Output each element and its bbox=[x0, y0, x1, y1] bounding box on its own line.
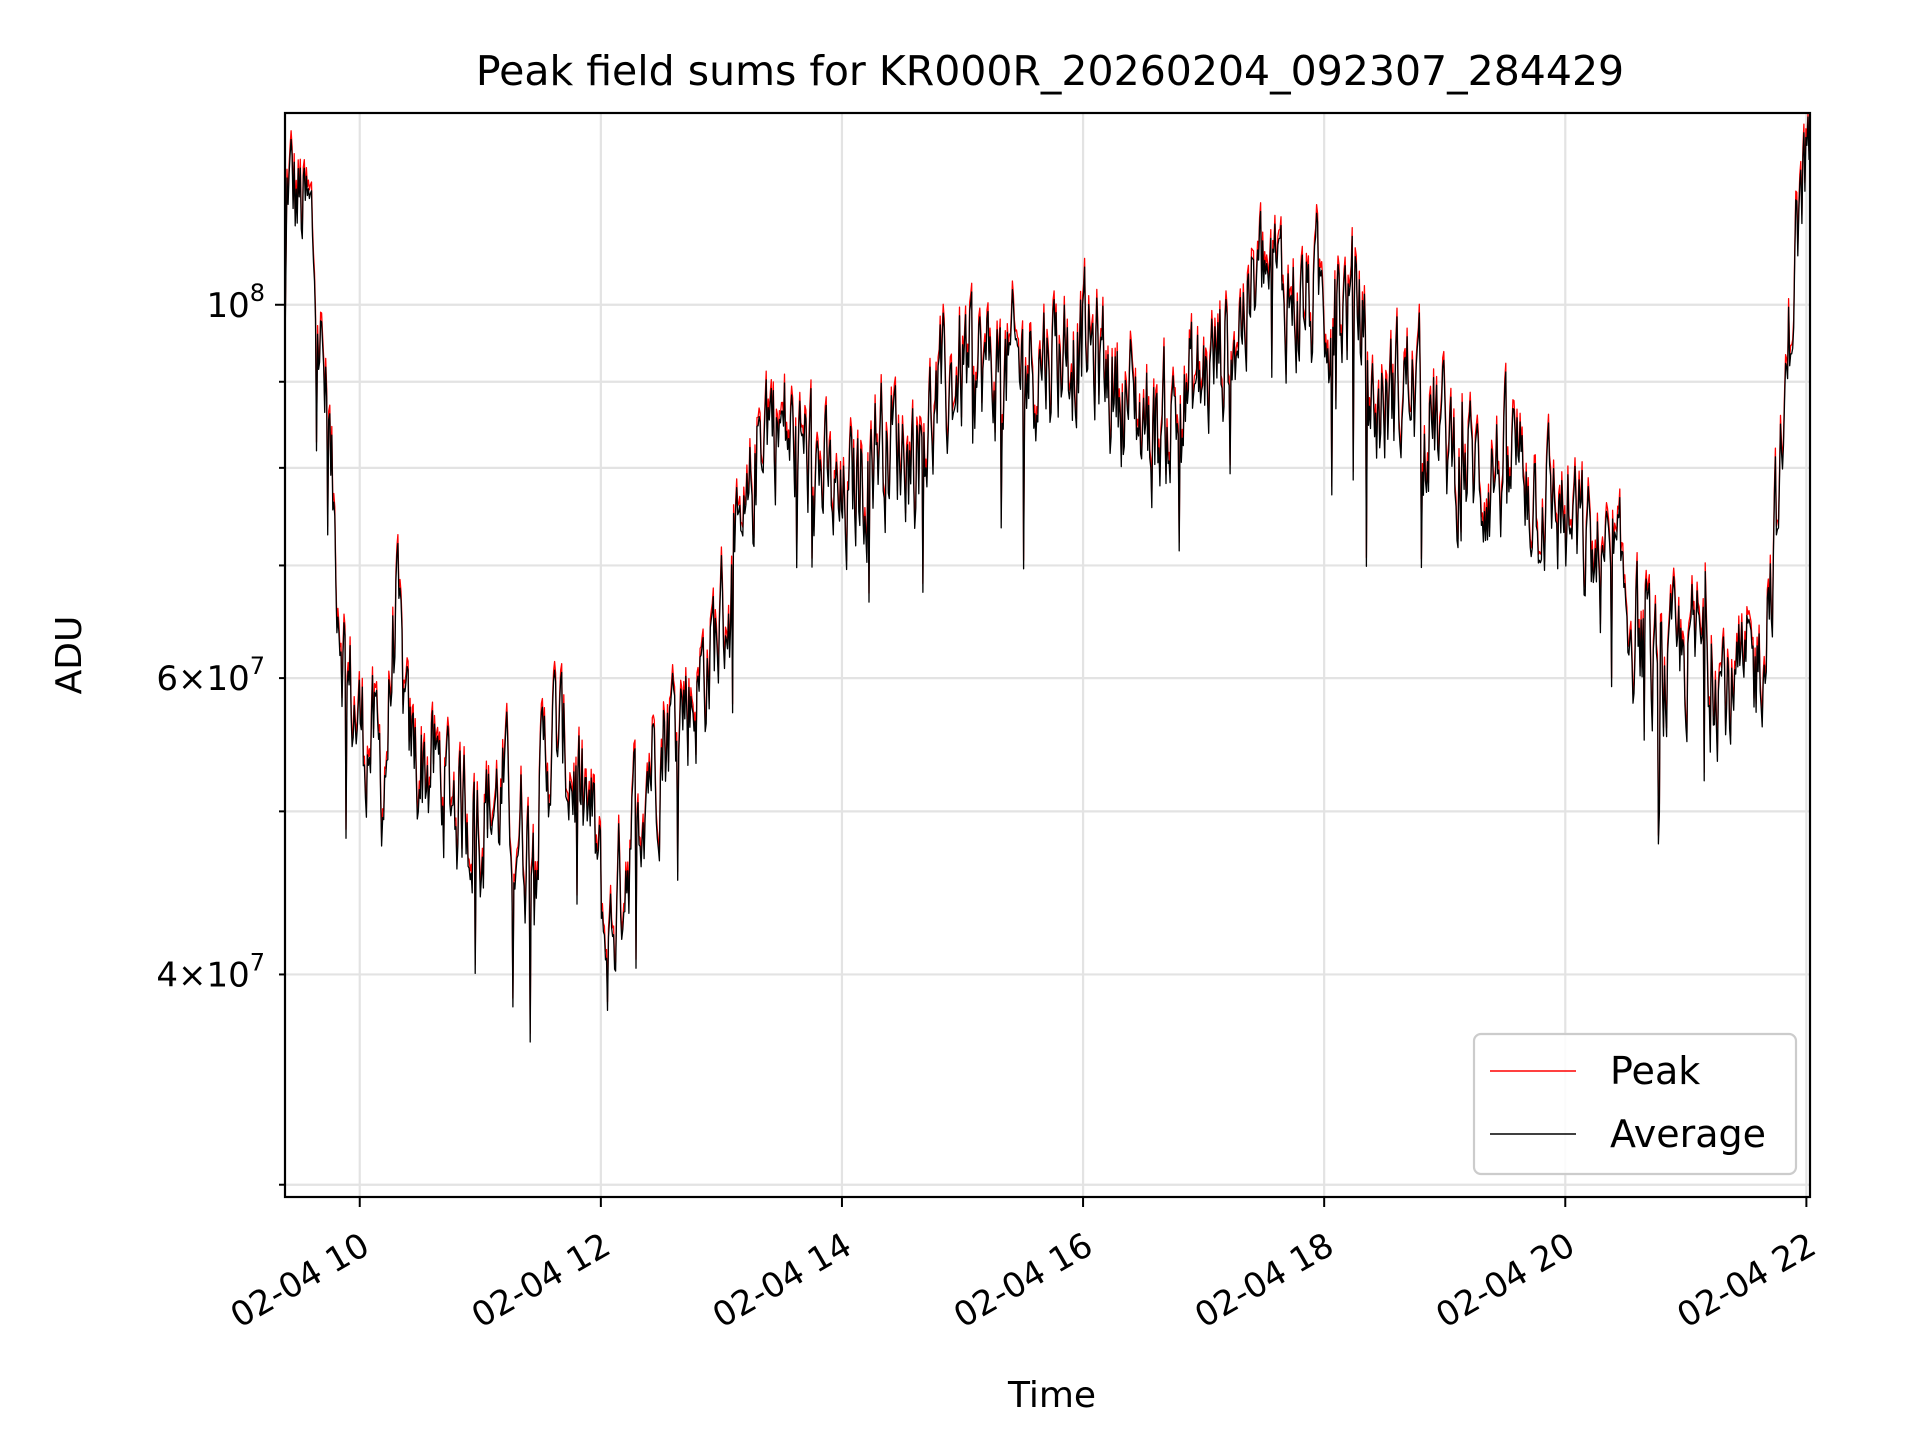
y-tick-base: 10 bbox=[206, 286, 249, 326]
y-tick-label: 4×107 bbox=[156, 948, 265, 995]
y-tick-mantissa: 4 bbox=[156, 955, 178, 995]
y-tick-label: 108 bbox=[206, 279, 265, 326]
y-tick-base: 10 bbox=[206, 955, 249, 995]
x-axis: 02-04 10 02-04 12 02-04 14 02-04 16 02-04 18… bbox=[224, 1197, 1823, 1336]
y-tick-times: × bbox=[178, 659, 207, 699]
series-lines bbox=[284, 113, 1811, 1043]
y-tick-exponent: 7 bbox=[250, 948, 265, 976]
legend-label-average: Average bbox=[1610, 1112, 1766, 1156]
y-tick-mantissa: 6 bbox=[156, 659, 178, 699]
legend-box bbox=[1472, 1032, 1798, 1176]
legend: Peak Average bbox=[1472, 1032, 1798, 1176]
x-tick-label: 02-04 12 bbox=[465, 1225, 617, 1336]
y-tick-exponent: 8 bbox=[250, 279, 265, 307]
y-tick-times: × bbox=[178, 955, 207, 995]
x-tick-label: 02-04 14 bbox=[706, 1225, 858, 1336]
y-axis-label: ADU bbox=[49, 616, 90, 695]
y-tick-base: 10 bbox=[206, 659, 249, 699]
x-axis-label: Time bbox=[1007, 1375, 1096, 1416]
x-tick-label: 02-04 16 bbox=[947, 1225, 1099, 1336]
y-tick-label: 6×107 bbox=[156, 652, 265, 699]
x-tick-label: 02-04 20 bbox=[1429, 1225, 1581, 1336]
legend-label-peak: Peak bbox=[1610, 1049, 1700, 1093]
x-tick-label: 02-04 18 bbox=[1188, 1225, 1340, 1336]
y-tick-exponent: 7 bbox=[250, 652, 265, 680]
chart-title: Peak field sums for KR000R_20260204_0923… bbox=[476, 47, 1624, 95]
x-tick-label: 02-04 10 bbox=[224, 1225, 376, 1336]
plot-frame bbox=[283, 111, 1812, 1199]
series-line-average bbox=[284, 116, 1811, 1043]
x-tick-label: 02-04 22 bbox=[1670, 1225, 1822, 1336]
